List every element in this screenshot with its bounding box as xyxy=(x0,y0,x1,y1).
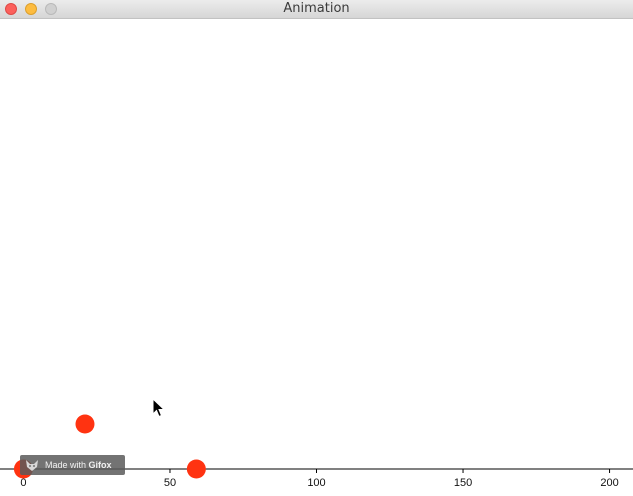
ball-3 xyxy=(186,459,206,479)
minimize-window-button[interactable] xyxy=(25,3,37,15)
fox-icon xyxy=(26,460,38,471)
watermark-brand: Gifox xyxy=(88,460,112,470)
zoom-window-button[interactable] xyxy=(45,3,57,15)
ball-2 xyxy=(75,414,95,434)
watermark-text: Made with Gifox xyxy=(45,455,112,475)
watermark-prefix: Made with xyxy=(45,460,87,470)
animation-canvas: 0 50 100 150 200 xyxy=(0,19,633,496)
x-tick-label: 0 xyxy=(20,477,26,489)
animation-plot: 0 50 100 150 200 xyxy=(0,414,633,489)
x-tick-label: 150 xyxy=(454,477,472,489)
mouse-cursor-icon xyxy=(152,398,166,418)
x-tick-label: 100 xyxy=(307,477,325,489)
x-tick-label: 200 xyxy=(600,477,618,489)
window-title: Animation xyxy=(283,1,350,16)
title-bar: Animation xyxy=(0,0,633,19)
gifox-watermark: Made with Gifox xyxy=(20,455,125,475)
close-window-button[interactable] xyxy=(5,3,17,15)
x-tick-label: 50 xyxy=(164,477,176,489)
